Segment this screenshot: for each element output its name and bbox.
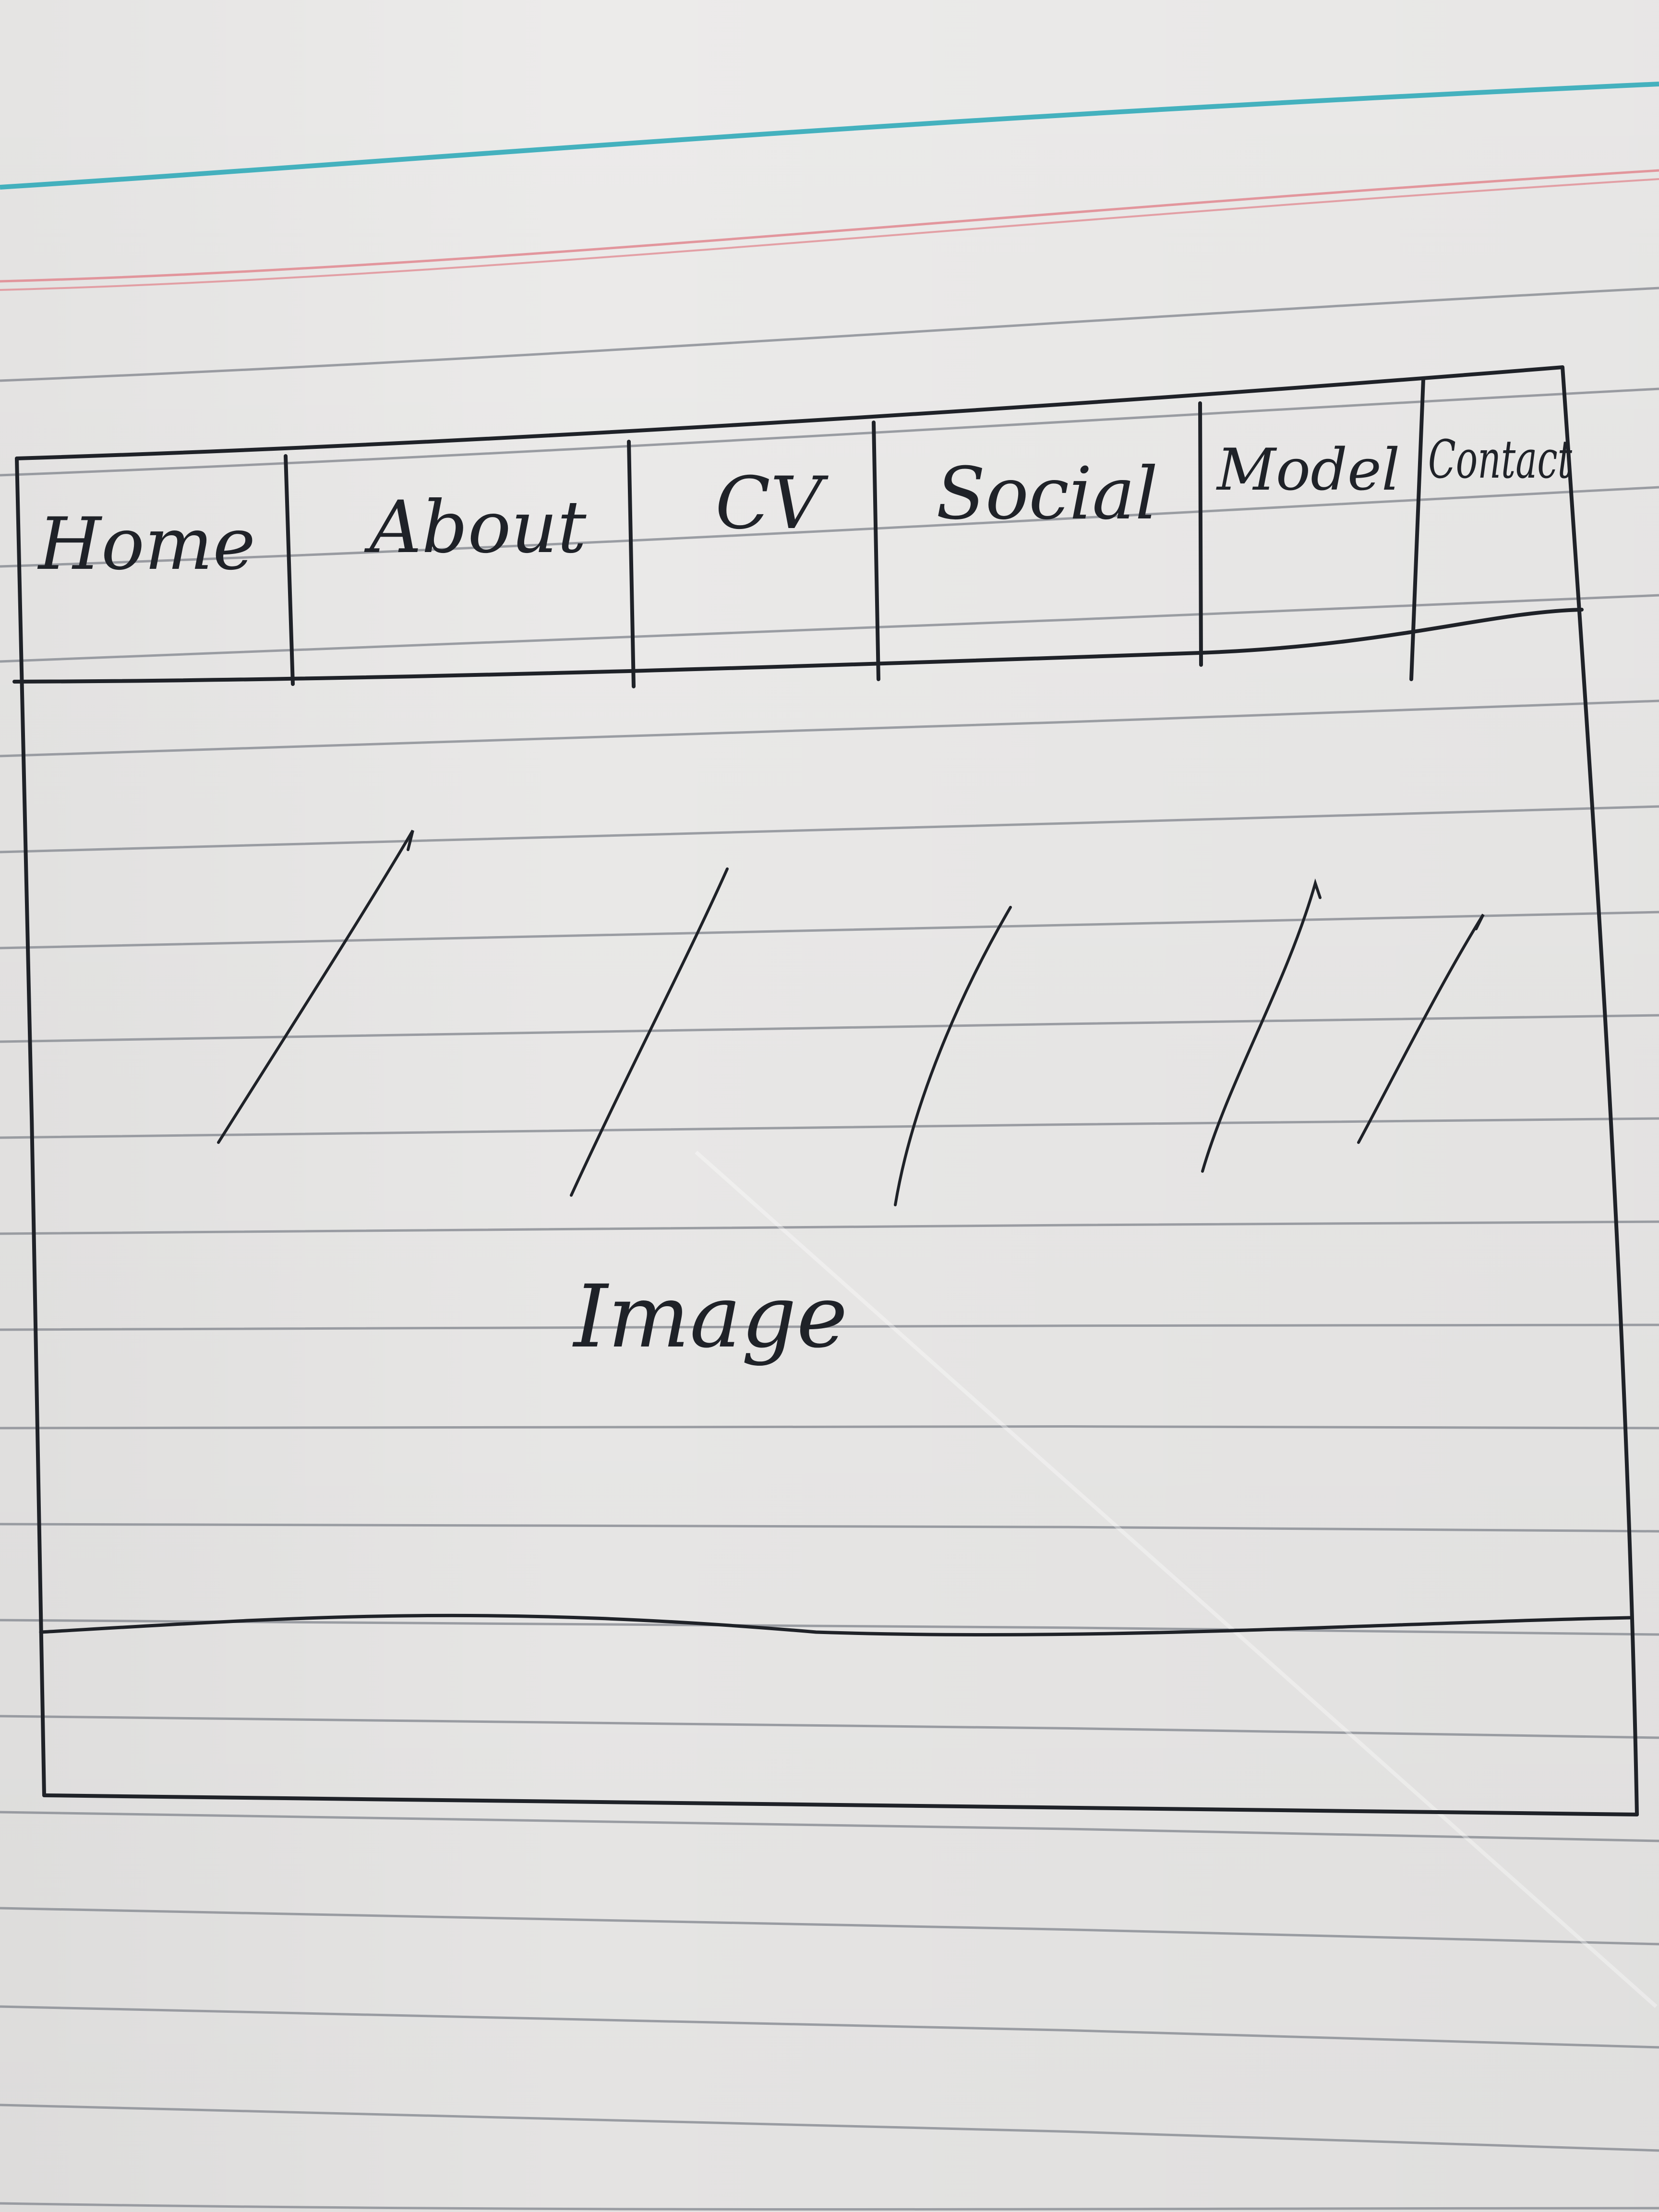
- red-margin-line: [0, 169, 1659, 283]
- nav-item-contact[interactable]: Contact: [1428, 429, 1573, 490]
- footer-divider: [39, 1613, 1632, 1637]
- nav-bar-border: [12, 608, 1584, 684]
- nav-item-model[interactable]: Model: [1216, 437, 1400, 504]
- image-placeholder-hatching: [217, 830, 1485, 1206]
- nav-item-social[interactable]: Social: [936, 452, 1158, 536]
- browser-frame: [15, 365, 1639, 1816]
- nav-dividers: [284, 377, 1425, 688]
- nav-item-about[interactable]: About: [364, 486, 587, 569]
- blue-margin-line: [0, 82, 1659, 190]
- paper-crease: [695, 1151, 1658, 2008]
- nav-item-home[interactable]: Home: [37, 503, 255, 586]
- ruled-lines: [0, 287, 1659, 2211]
- image-label: Image: [572, 1267, 848, 1367]
- red-margin-line-2: [0, 178, 1659, 291]
- nav-item-cv[interactable]: CV: [715, 462, 829, 545]
